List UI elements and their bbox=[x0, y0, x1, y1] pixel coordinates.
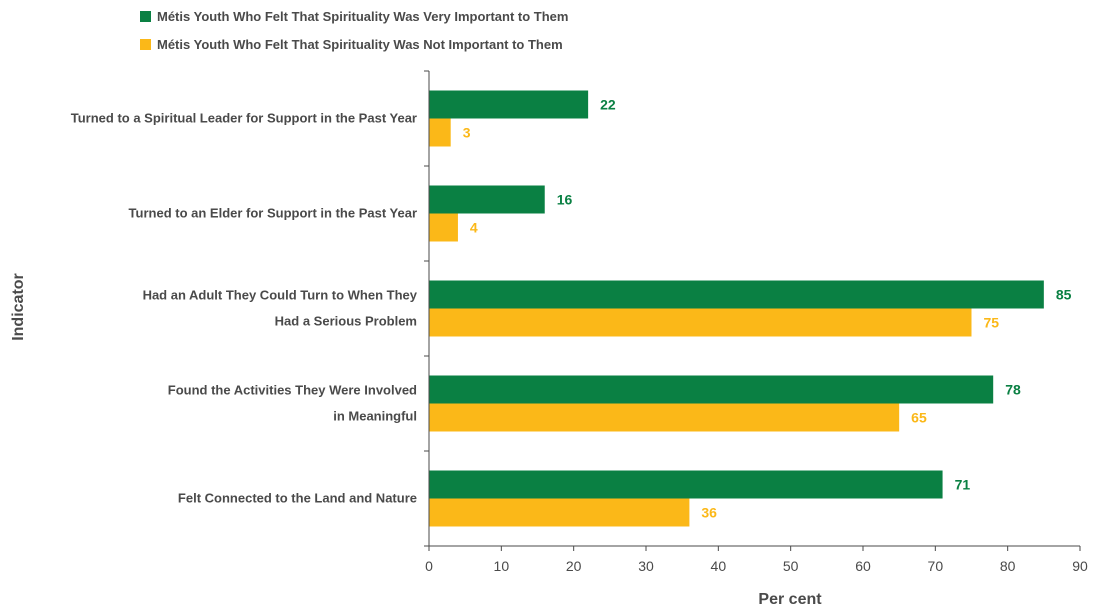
bar-0-0 bbox=[429, 90, 589, 119]
bars bbox=[429, 90, 1044, 527]
x-tick-label-0: 0 bbox=[425, 558, 433, 574]
legend-label-0: Métis Youth Who Felt That Spirituality W… bbox=[157, 9, 568, 24]
bar-4-0 bbox=[429, 470, 943, 499]
bar-2-1 bbox=[429, 308, 972, 337]
value-labels: 22 3 16 4 85 75 78 65 71 36 bbox=[463, 97, 1072, 521]
bar-1-0 bbox=[429, 185, 545, 214]
y-axis-title: Indicator bbox=[10, 273, 27, 341]
axes: 0 10 20 30 40 50 60 70 80 90 bbox=[424, 70, 1088, 574]
category-label-3-0: Found the Activities They Were Involved bbox=[168, 383, 417, 398]
value-label-0-1: 3 bbox=[463, 125, 471, 141]
bar-3-1 bbox=[429, 403, 900, 432]
x-tick-label-4: 40 bbox=[711, 558, 727, 574]
x-tick-label-6: 60 bbox=[855, 558, 871, 574]
value-label-3-0: 78 bbox=[1005, 382, 1021, 398]
x-tick-label-9: 90 bbox=[1072, 558, 1088, 574]
legend: Métis Youth Who Felt That Spirituality W… bbox=[140, 9, 568, 52]
x-axis-title: Per cent bbox=[758, 591, 822, 608]
bar-0-1 bbox=[429, 118, 451, 147]
value-label-4-0: 71 bbox=[955, 477, 971, 493]
value-label-4-1: 36 bbox=[701, 505, 717, 521]
value-label-0-0: 22 bbox=[600, 97, 616, 113]
bar-3-0 bbox=[429, 375, 994, 404]
bar-1-1 bbox=[429, 213, 458, 242]
x-tick-label-1: 10 bbox=[494, 558, 510, 574]
category-label-1-0: Turned to an Elder for Support in the Pa… bbox=[129, 206, 417, 221]
x-tick-label-8: 80 bbox=[1000, 558, 1016, 574]
x-tick-label-5: 50 bbox=[783, 558, 799, 574]
bar-4-1 bbox=[429, 498, 690, 527]
bar-2-0 bbox=[429, 280, 1044, 309]
x-tick-label-3: 30 bbox=[638, 558, 654, 574]
category-label-0-0: Turned to a Spiritual Leader for Support… bbox=[71, 111, 417, 126]
value-label-1-0: 16 bbox=[557, 192, 573, 208]
category-labels: Turned to a Spiritual Leader for Support… bbox=[71, 111, 418, 506]
value-label-1-1: 4 bbox=[470, 220, 478, 236]
value-label-2-0: 85 bbox=[1056, 287, 1072, 303]
legend-label-1: Métis Youth Who Felt That Spirituality W… bbox=[157, 37, 563, 52]
category-label-2-1: Had a Serious Problem bbox=[275, 314, 417, 329]
category-label-4-0: Felt Connected to the Land and Nature bbox=[178, 491, 417, 506]
x-tick-label-2: 20 bbox=[566, 558, 582, 574]
x-tick-label-7: 70 bbox=[928, 558, 944, 574]
category-label-2-0: Had an Adult They Could Turn to When The… bbox=[143, 288, 418, 303]
value-label-3-1: 65 bbox=[911, 410, 927, 426]
legend-swatch-1 bbox=[140, 39, 151, 50]
value-label-2-1: 75 bbox=[984, 315, 1000, 331]
legend-swatch-0 bbox=[140, 11, 151, 22]
category-label-3-1: in Meaningful bbox=[333, 409, 417, 424]
